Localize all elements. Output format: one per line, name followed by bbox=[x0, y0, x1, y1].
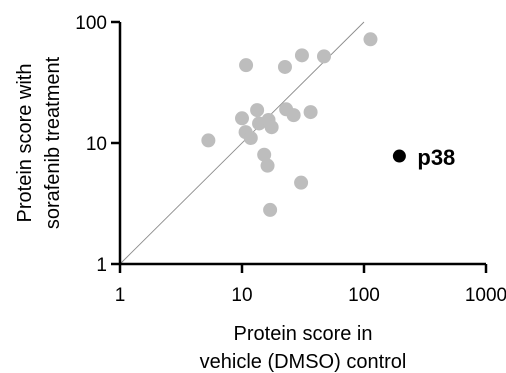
data-point bbox=[316, 49, 331, 64]
data-point bbox=[294, 175, 309, 190]
data-point bbox=[303, 105, 318, 120]
y-tick-label: 1 bbox=[96, 255, 107, 276]
data-point bbox=[257, 147, 272, 162]
y-axis-label-line-2: sorafenib treatment bbox=[42, 56, 64, 229]
y-axis-label-line-1: Protein score with bbox=[14, 64, 36, 223]
data-point bbox=[201, 133, 216, 148]
x-tick-label: 1000 bbox=[465, 285, 506, 306]
data-point bbox=[239, 58, 254, 73]
y-tick-label: 10 bbox=[86, 134, 107, 155]
data-point bbox=[264, 120, 279, 135]
data-point bbox=[235, 111, 249, 126]
y-tick-label: 100 bbox=[75, 13, 107, 34]
data-point bbox=[263, 202, 278, 217]
data-point bbox=[243, 130, 258, 145]
x-tick-label: 10 bbox=[231, 285, 252, 306]
data-point bbox=[250, 103, 265, 118]
p38-annotation-label: p38 bbox=[417, 145, 455, 170]
x-axis-label-line-1: Protein score in bbox=[234, 323, 373, 345]
data-point bbox=[363, 32, 378, 47]
data-point bbox=[277, 59, 292, 74]
data-point bbox=[286, 108, 301, 123]
x-tick-label: 100 bbox=[348, 285, 380, 306]
x-tick-label: 1 bbox=[115, 285, 126, 306]
data-point bbox=[260, 158, 275, 173]
p38-highlight-point bbox=[392, 149, 406, 163]
x-axis-label-line-2: vehicle (DMSO) control bbox=[200, 351, 407, 373]
data-point bbox=[294, 48, 309, 63]
